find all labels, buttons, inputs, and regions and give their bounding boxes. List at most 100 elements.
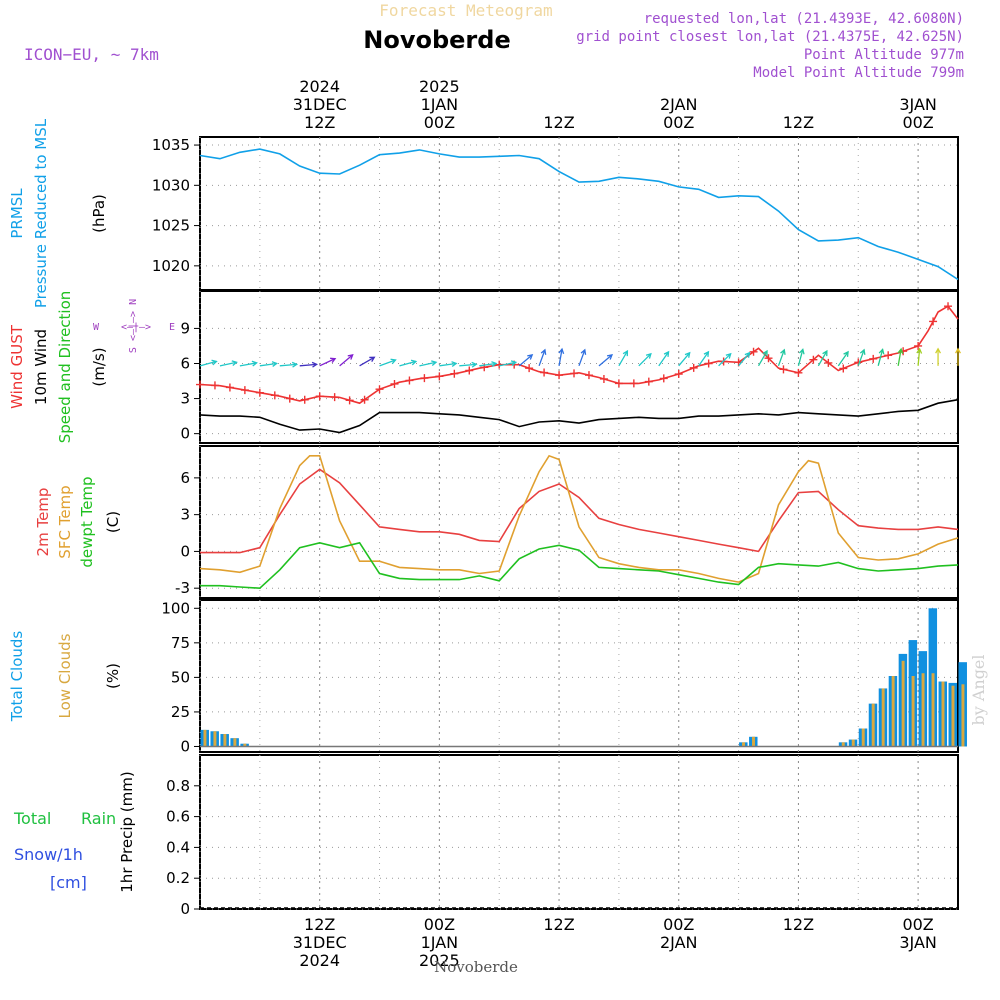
panel-frame <box>199 290 959 444</box>
top-time-label: 31DEC <box>293 95 347 114</box>
info-line: Point Altitude 977m <box>804 47 964 63</box>
wind-arrowhead <box>897 347 904 355</box>
top-time-label: 12Z <box>543 113 574 132</box>
wind-arrow <box>797 349 804 366</box>
wind-arrowhead <box>935 347 942 354</box>
wind-arrowhead <box>231 360 238 367</box>
bottom-time-label: 12Z <box>543 915 574 934</box>
footer-label: Novoberde <box>434 958 518 976</box>
wind-arrowhead <box>744 351 751 358</box>
bottom-time-label: 2025 <box>419 951 460 970</box>
y-tick-label: -3 <box>175 579 190 597</box>
y-tick-label: 0.2 <box>166 869 190 887</box>
wind-arrowhead <box>211 359 218 366</box>
wind-arrowhead <box>491 361 498 367</box>
y-tick-label: 0 <box>180 900 190 918</box>
gust-marker <box>240 386 249 395</box>
low-cloud-bar <box>961 684 965 747</box>
gust-marker <box>555 371 564 380</box>
y-tick-label: 50 <box>171 668 190 686</box>
wind-arrow <box>817 350 828 367</box>
gust-marker <box>749 347 758 356</box>
panel-label: 10m Wind <box>32 329 50 405</box>
y-tick-label: 100 <box>161 599 190 617</box>
gust-marker <box>869 354 878 363</box>
gust-marker <box>779 365 788 374</box>
panel-frame <box>199 599 959 753</box>
y-tick-label: 0 <box>180 425 190 443</box>
low-cloud-bar <box>223 734 227 747</box>
panel-label: Pressure Reduced to MSL <box>32 118 50 308</box>
wind-arrowhead <box>798 348 805 355</box>
wind-arrow <box>459 363 477 367</box>
wind-arrowhead <box>663 350 670 357</box>
wind-arrow <box>757 350 768 367</box>
gust-marker <box>929 317 938 326</box>
y-tick-label: 3 <box>180 390 190 408</box>
gust-marker <box>704 359 713 368</box>
wind-arrowhead <box>271 361 279 367</box>
wind-arrow <box>618 350 628 367</box>
wind-arrow <box>658 351 670 367</box>
wind-arrowhead <box>291 361 299 368</box>
low-cloud-bar <box>213 731 217 747</box>
wind-arrow <box>558 348 563 366</box>
bottom-time-label: 31DEC <box>293 933 347 952</box>
y-tick-label: 0.8 <box>166 777 190 795</box>
gust-marker <box>570 369 579 378</box>
y-tick-label: 0.4 <box>166 838 190 856</box>
wind-arrowhead <box>558 347 565 355</box>
gust-marker <box>659 374 668 383</box>
panel-label: (hPa) <box>90 194 108 233</box>
wind-arrow <box>698 351 709 367</box>
y-tick-label: 3 <box>180 506 190 524</box>
chart-subtitle: Forecast Meteogram <box>379 1 552 20</box>
wind-arrow <box>379 359 396 367</box>
info-line: Model Point Altitude 799m <box>753 65 964 81</box>
bottom-time-label: 12Z <box>304 915 335 934</box>
wind-arrow <box>259 362 277 367</box>
low-cloud-bar <box>941 681 945 747</box>
wind-arrow <box>299 363 317 367</box>
chart-title: Novoberde <box>363 26 510 54</box>
wind-arrowhead <box>843 350 849 357</box>
gust-marker <box>824 358 833 367</box>
gust-marker <box>315 392 324 401</box>
y-tick-label: 9 <box>180 319 190 337</box>
gust-marker <box>255 388 264 397</box>
compass-east: E <box>169 322 175 333</box>
top-time-label: 2024 <box>299 77 340 96</box>
y-tick-label: 6 <box>180 354 190 372</box>
wind-arrowhead <box>916 347 923 354</box>
panel-label: 2m Temp <box>34 488 52 557</box>
panel-label: (C) <box>104 511 122 533</box>
wind-arrow <box>718 353 732 367</box>
wind-arrowhead <box>451 361 458 367</box>
wind-arrow <box>359 356 375 367</box>
compass-vertical: S <—|—> N <box>128 299 139 353</box>
model-label: ICON−EU, ~ 7km <box>24 45 159 64</box>
series-line <box>199 305 959 405</box>
panel-pressure: 1020 1025 1030 1035 PRMSL Pressure Reduced to… <box>8 118 959 308</box>
wind-arrow <box>439 362 457 367</box>
gust-marker <box>614 379 623 388</box>
wind-arrow <box>598 354 613 367</box>
y-tick-label: 75 <box>171 634 190 652</box>
panel-label: Total Clouds <box>8 631 26 723</box>
wind-arrow <box>419 361 437 367</box>
wind-arrow <box>738 352 751 367</box>
precip-legend-label: Rain <box>81 809 116 828</box>
wind-arrowhead <box>431 360 438 367</box>
wind-arrow <box>678 352 691 367</box>
wind-arrow <box>917 348 921 366</box>
low-cloud-bar <box>752 736 755 747</box>
panel-label: 1hr Precip (mm) <box>118 771 136 892</box>
panel-label: (m/s) <box>90 347 108 386</box>
top-time-label: 2025 <box>419 77 460 96</box>
panel-frame <box>199 754 959 910</box>
y-tick-label: 0.6 <box>166 808 190 826</box>
panel-label: Wind GUST <box>8 324 26 409</box>
low-cloud-bar <box>851 739 855 747</box>
gust-marker <box>196 380 204 389</box>
wind-arrowhead <box>645 352 652 359</box>
